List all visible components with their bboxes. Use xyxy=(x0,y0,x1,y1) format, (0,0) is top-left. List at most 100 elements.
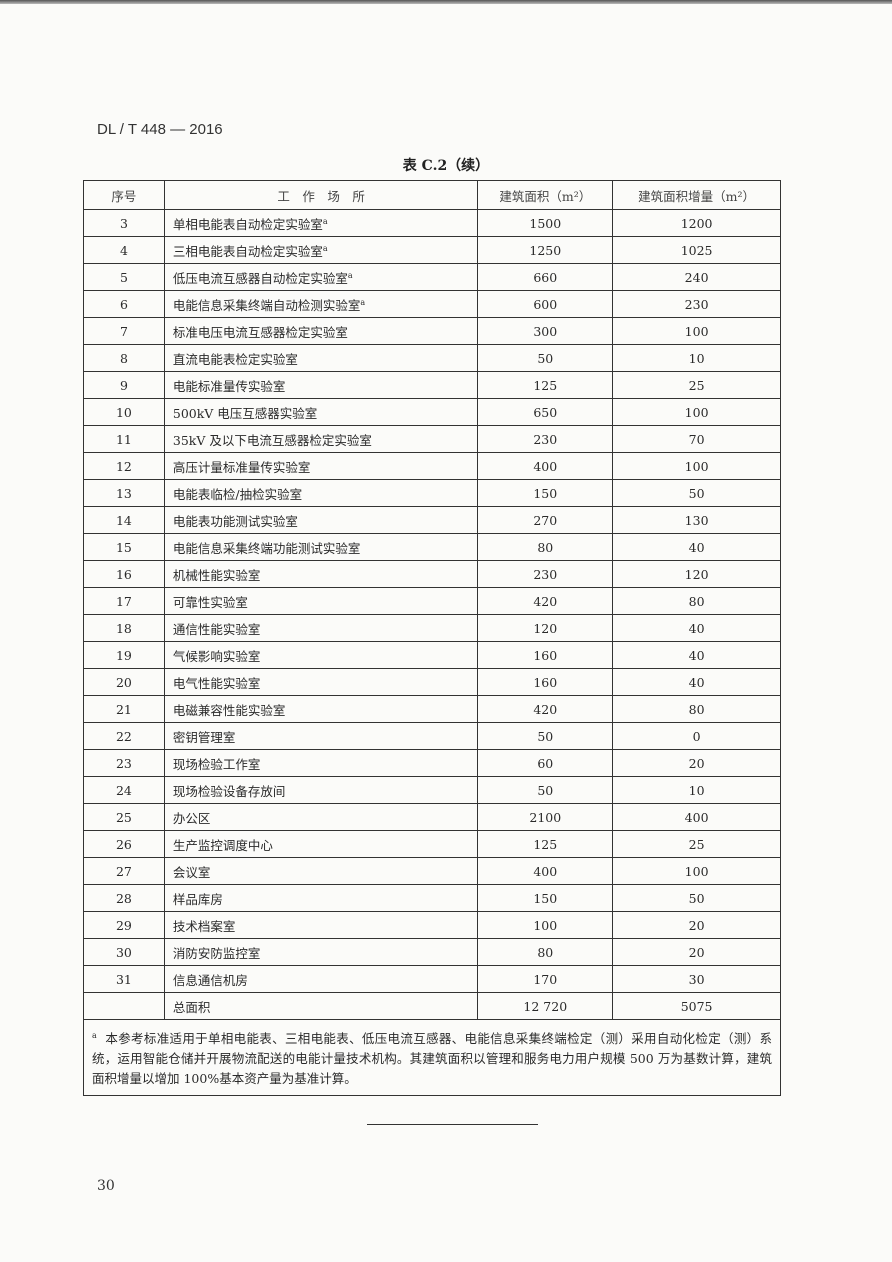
row-increment-cell: 100 xyxy=(612,317,781,345)
row-area: 150 xyxy=(533,485,558,501)
row-area-cell: 120 xyxy=(477,614,614,642)
row-number: 20 xyxy=(115,674,132,690)
row-number: 10 xyxy=(115,404,132,420)
row-increment: 40 xyxy=(688,539,705,555)
column-header-place: 工 作 场 所 xyxy=(163,180,479,210)
row-increment: 30 xyxy=(688,971,705,987)
row-area-cell: 650 xyxy=(477,398,614,426)
table-row: 28 样品库房 150 50 xyxy=(83,884,781,912)
row-increment-cell: 40 xyxy=(612,614,781,642)
row-number: 24 xyxy=(115,782,132,798)
row-increment: 40 xyxy=(688,620,705,636)
row-number-cell: 4 xyxy=(83,236,165,264)
row-increment: 25 xyxy=(688,377,705,393)
row-number: 9 xyxy=(119,377,128,393)
row-area: 125 xyxy=(533,377,558,393)
row-place: 会议室 xyxy=(172,864,211,880)
row-place: 机械性能实验室 xyxy=(172,567,261,583)
row-number: 6 xyxy=(119,296,128,312)
row-place-cell: 三相电能表自动检定实验室a xyxy=(163,236,479,264)
row-increment-cell: 130 xyxy=(612,506,781,534)
row-number: 21 xyxy=(115,701,132,717)
row-increment-cell: 1025 xyxy=(612,236,781,264)
row-area: 1250 xyxy=(529,242,562,258)
row-area-cell: 50 xyxy=(477,776,614,804)
row-increment-cell: 100 xyxy=(612,857,781,885)
row-area: 125 xyxy=(533,836,558,852)
row-number: 11 xyxy=(115,431,132,447)
table-row: 4 三相电能表自动检定实验室a 1250 1025 xyxy=(83,236,781,264)
row-place-cell: 现场检验设备存放间 xyxy=(163,776,479,804)
row-number: 13 xyxy=(115,485,132,501)
row-increment: 230 xyxy=(684,296,709,312)
row-number: 18 xyxy=(115,620,132,636)
row-number-cell: 8 xyxy=(83,344,165,372)
row-place-cell: 技术档案室 xyxy=(163,911,479,939)
row-number: 3 xyxy=(119,215,128,231)
row-area: 50 xyxy=(537,782,554,798)
row-area-cell: 80 xyxy=(477,533,614,561)
row-place: 低压电流互感器自动检定实验室 xyxy=(172,270,348,286)
table-row: 8 直流电能表检定实验室 50 10 xyxy=(83,344,781,372)
table-row: 3 单相电能表自动检定实验室a 1500 1200 xyxy=(83,209,781,237)
table-row: 30 消防安防监控室 80 20 xyxy=(83,938,781,966)
row-number-cell: 10 xyxy=(83,398,165,426)
row-area: 400 xyxy=(533,458,558,474)
row-increment-cell: 25 xyxy=(612,371,781,399)
row-area: 100 xyxy=(533,917,558,933)
standard-number: DL / T 448 — 2016 xyxy=(97,121,223,138)
row-increment: 40 xyxy=(688,674,705,690)
row-increment: 10 xyxy=(688,350,705,366)
row-place-cell: 电能标准量传实验室 xyxy=(163,371,479,399)
table-row: 31 信息通信机房 170 30 xyxy=(83,965,781,993)
end-rule xyxy=(367,1124,538,1125)
row-place-cell: 标准电压电流互感器检定实验室 xyxy=(163,317,479,345)
table-caption: 表 C.2（续） xyxy=(402,158,490,174)
row-place: 消防安防监控室 xyxy=(172,945,261,961)
row-place: 技术档案室 xyxy=(172,918,236,934)
row-number-cell: 29 xyxy=(83,911,165,939)
row-place-cell: 电气性能实验室 xyxy=(163,668,479,696)
page-number: 30 xyxy=(97,1178,115,1194)
row-area: 120 xyxy=(533,620,558,636)
row-area: 80 xyxy=(537,539,554,555)
row-place: 样品库房 xyxy=(172,891,223,907)
row-place: 直流电能表检定实验室 xyxy=(172,351,298,367)
row-area-cell: 600 xyxy=(477,290,614,318)
row-area: 2100 xyxy=(529,809,562,825)
table-header-row: 序号 工 作 场 所 建筑面积（m²） 建筑面积增量（m²） xyxy=(83,180,781,210)
row-number-cell: 28 xyxy=(83,884,165,912)
row-place-cell: 低压电流互感器自动检定实验室a xyxy=(163,263,479,291)
row-increment-cell: 0 xyxy=(612,722,781,750)
table-row: 11 35kV 及以下电流互感器检定实验室 230 70 xyxy=(83,425,781,453)
row-area-cell: 80 xyxy=(477,938,614,966)
table-row: 7 标准电压电流互感器检定实验室 300 100 xyxy=(83,317,781,345)
row-number-cell: 6 xyxy=(83,290,165,318)
footnote-ref-mark: a xyxy=(347,270,353,280)
row-increment: 40 xyxy=(688,647,705,663)
row-number-cell: 24 xyxy=(83,776,165,804)
row-area-cell: 300 xyxy=(477,317,614,345)
row-area: 150 xyxy=(533,890,558,906)
row-area: 400 xyxy=(533,863,558,879)
row-number: 8 xyxy=(119,350,128,366)
row-increment: 20 xyxy=(688,755,705,771)
table-row: 27 会议室 400 100 xyxy=(83,857,781,885)
row-area-cell: 270 xyxy=(477,506,614,534)
row-place: 可靠性实验室 xyxy=(172,594,248,610)
row-place: 电能表功能测试实验室 xyxy=(172,513,298,529)
row-place: 电能表临检/抽检实验室 xyxy=(172,486,303,502)
row-place-cell: 电能信息采集终端自动检测实验室a xyxy=(163,290,479,318)
row-number: 14 xyxy=(115,512,132,528)
row-area: 60 xyxy=(537,755,554,771)
row-area-cell: 125 xyxy=(477,371,614,399)
row-area: 230 xyxy=(533,431,558,447)
row-increment: 80 xyxy=(688,593,705,609)
row-increment-cell: 50 xyxy=(612,884,781,912)
row-number: 29 xyxy=(115,917,132,933)
table-row: 16 机械性能实验室 230 120 xyxy=(83,560,781,588)
row-area-cell: 660 xyxy=(477,263,614,291)
row-area: 660 xyxy=(533,269,558,285)
table-row: 20 电气性能实验室 160 40 xyxy=(83,668,781,696)
row-increment: 0 xyxy=(692,728,701,744)
